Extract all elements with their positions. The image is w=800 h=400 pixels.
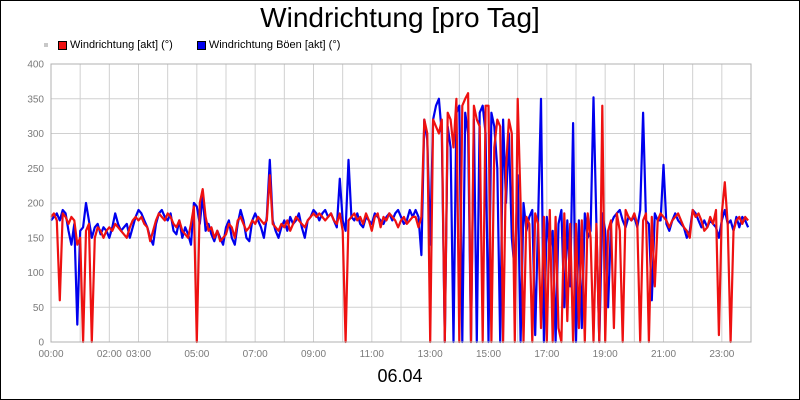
legend: Windrichtung [akt] (°) Windrichtung Böen…	[44, 39, 364, 51]
plot-border	[50, 63, 752, 343]
x-tick-label: 11:00	[360, 349, 385, 360]
y-tick-label: 400	[27, 60, 44, 71]
y-tick-label: 100	[27, 268, 44, 279]
series-layer	[50, 92, 750, 344]
x-tick-label: 07:00	[243, 349, 268, 360]
y-tick-label: 0	[38, 338, 44, 349]
legend-item-boeen[interactable]: Windrichtung Böen [akt] (°)	[196, 39, 341, 51]
x-tick-label: 23:00	[709, 349, 734, 360]
x-tick-label: 00:00	[38, 349, 63, 360]
legend-label-boeen: Windrichtung Böen [akt] (°)	[208, 39, 341, 51]
axis-labels: 0 50 100 150 200 250 300 350 400 00:00 02:00 03:00 0…	[27, 60, 734, 361]
x-tick-label: 09:00	[301, 349, 326, 360]
y-tick-label: 250	[27, 164, 44, 175]
series-line-0[interactable]	[50, 92, 749, 344]
x-tick-label: 15:00	[476, 349, 501, 360]
legend-label-windrichtung: Windrichtung [akt] (°)	[70, 39, 173, 51]
y-tick-label: 50	[33, 303, 45, 314]
y-tick-label: 200	[27, 199, 44, 210]
x-tick-label: 03:00	[126, 349, 151, 360]
x-tick-label: 13:00	[418, 349, 443, 360]
legend-item-windrichtung[interactable]: Windrichtung [akt] (°)	[58, 39, 173, 51]
legend-swatch-blue	[196, 40, 206, 50]
y-tick-label: 350	[27, 94, 44, 105]
chart-title: Windrichtung [pro Tag]	[260, 2, 540, 33]
x-tick-label: 05:00	[184, 349, 209, 360]
y-tick-label: 300	[27, 129, 44, 140]
x-tick-label: 02:00	[97, 349, 122, 360]
x-tick-label: 17:00	[534, 349, 559, 360]
legend-swatch-red	[58, 40, 67, 50]
date-label: 06.04	[377, 366, 423, 386]
x-tick-label: 21:00	[651, 349, 676, 360]
legend-handle-icon[interactable]	[44, 43, 48, 47]
y-tick-label: 150	[27, 233, 44, 244]
x-tick-label: 19:00	[593, 349, 618, 360]
